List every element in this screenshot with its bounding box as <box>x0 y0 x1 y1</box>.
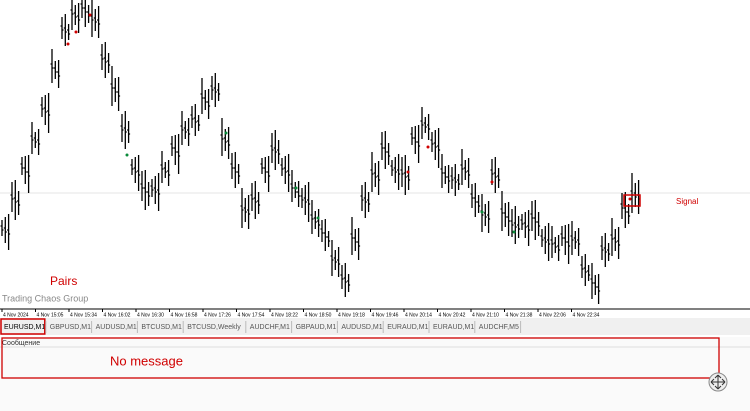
marker <box>406 170 410 174</box>
tab[interactable]: EURAUD,M1 <box>433 324 474 331</box>
panel-header: Сообщение <box>2 339 40 347</box>
marker <box>88 13 92 17</box>
marker <box>480 210 484 214</box>
time-label: 4 Nov 19:46 <box>372 312 399 318</box>
time-label: 4 Nov 21:38 <box>506 312 533 318</box>
active-tab-box <box>0 318 46 335</box>
time-label: 4 Nov 19:18 <box>338 312 365 318</box>
message-box <box>1 337 720 379</box>
time-label: 4 Nov 15:05 <box>37 312 64 318</box>
time-label: 4 Nov 21:10 <box>472 312 499 318</box>
tab[interactable]: AUDCHF,M1 <box>250 324 290 331</box>
pairs-label: Pairs <box>50 274 77 288</box>
price-bars <box>0 0 641 304</box>
time-label: 4 Nov 2024 <box>3 312 29 318</box>
marker <box>125 153 129 157</box>
markers <box>66 13 632 234</box>
time-label: 4 Nov 20:42 <box>439 312 466 318</box>
time-label: 4 Nov 16:58 <box>171 312 198 318</box>
tab[interactable]: AUDUSD,M1 <box>96 324 137 331</box>
marker <box>74 30 78 34</box>
time-axis: 4 Nov 2024 4 Nov 15:05 4 Nov 15:34 4 Nov 16… <box>1 309 600 318</box>
watermark: Trading Chaos Group <box>2 293 88 303</box>
tab[interactable]: BTCUSD,Weekly <box>187 324 241 331</box>
tab[interactable]: BTCUSD,M1 <box>141 324 182 331</box>
marker <box>294 186 298 190</box>
signal-label: Signal <box>676 197 698 206</box>
time-label: 4 Nov 15:34 <box>70 312 97 318</box>
tab[interactable]: GBPUSD,M1 <box>50 324 91 331</box>
signal-box <box>623 194 641 207</box>
message-panel <box>0 337 750 411</box>
tab[interactable]: EURAUD,M1 <box>387 324 428 331</box>
marker <box>66 42 70 46</box>
time-label: 4 Nov 18:22 <box>271 312 298 318</box>
time-label: 4 Nov 22:34 <box>573 312 600 318</box>
time-label: 4 Nov 18:50 <box>305 312 332 318</box>
time-label: 4 Nov 16:30 <box>137 312 164 318</box>
tabs: EURUSD,M1 GBPUSD,M1 AUDUSD,M1 BTCUSD,M1 BTCU… <box>0 318 522 335</box>
tab[interactable]: AUDCHF,M5 <box>479 324 519 331</box>
resize-icon[interactable] <box>708 372 728 392</box>
time-label: 4 Nov 17:26 <box>204 312 231 318</box>
tab[interactable]: GBPAUD,M1 <box>296 324 337 331</box>
marker <box>512 230 516 234</box>
tab[interactable]: AUDUSD,M1 <box>341 324 382 331</box>
marker <box>628 197 632 201</box>
time-label: 4 Nov 22:06 <box>539 312 566 318</box>
marker <box>490 180 494 184</box>
time-label: 4 Nov 20:14 <box>405 312 432 318</box>
marker <box>426 145 430 149</box>
tab-bar <box>0 318 750 335</box>
no-message: No message <box>110 353 183 368</box>
time-label: 4 Nov 17:54 <box>238 312 265 318</box>
marker <box>316 216 320 220</box>
time-label: 4 Nov 16:02 <box>104 312 131 318</box>
tab[interactable]: EURUSD,M1 <box>4 324 45 331</box>
marker <box>224 131 228 135</box>
